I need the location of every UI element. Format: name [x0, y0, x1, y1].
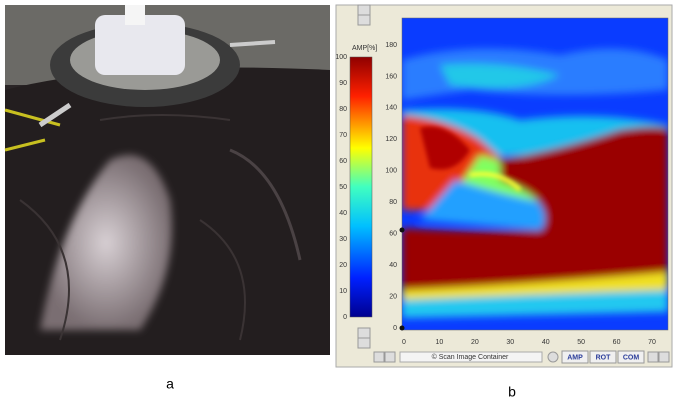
photo [5, 5, 330, 355]
y-tick-label: 20 [389, 293, 397, 300]
y-tick-label: 80 [389, 199, 397, 206]
x-tick-label: 0 [402, 339, 406, 346]
colorbar-tick-label: 0 [343, 314, 347, 321]
colorbar-tick-label: 80 [339, 106, 347, 113]
panel-label: a [166, 376, 174, 392]
scroll-button[interactable] [358, 338, 370, 348]
scroll-button[interactable] [358, 328, 370, 338]
y-tick-label: 100 [385, 168, 397, 175]
colorbar-tick-label: 90 [339, 80, 347, 87]
colorbar-tick-label: 100 [335, 54, 347, 61]
colorbar-tick-label: 40 [339, 210, 347, 217]
mode-button-label: AMP [567, 354, 583, 361]
panel-label: b [508, 384, 516, 400]
x-tick-label: 40 [542, 339, 550, 346]
colorbar-title: AMP[%] [352, 45, 377, 52]
caption: © Scan Image Container [432, 353, 509, 361]
x-tick-label: 10 [436, 339, 444, 346]
y-tick-label: 120 [385, 136, 397, 143]
figure: a AMP[%] © Scan Image Container b 0 10 20 3… [0, 0, 676, 408]
colorbar [350, 57, 372, 317]
x-tick-label: 70 [648, 339, 656, 346]
x-tick-label: 30 [506, 339, 514, 346]
x-tick-label: 50 [577, 339, 585, 346]
colorbar-tick-label: 50 [339, 184, 347, 191]
colorbar-tick-label: 60 [339, 158, 347, 165]
scroll-button[interactable] [358, 5, 370, 15]
y-tick-label: 160 [385, 73, 397, 80]
y-tick-label: 40 [389, 262, 397, 269]
colorbar-tick-label: 30 [339, 236, 347, 243]
mode-button-label: COM [623, 354, 640, 361]
colorbar-tick-label: 10 [339, 288, 347, 295]
heatmap [402, 18, 668, 330]
mode-button-label: ROT [596, 354, 612, 361]
y-tick-label: 180 [385, 42, 397, 49]
colorbar-tick-label: 20 [339, 262, 347, 269]
nav-button[interactable] [648, 352, 658, 362]
y-tick-label: 60 [389, 231, 397, 238]
scroll-button[interactable] [358, 15, 370, 25]
nav-button[interactable] [374, 352, 384, 362]
x-tick-label: 20 [471, 339, 479, 346]
y-tick-label: 0 [393, 325, 397, 332]
y-tick-label: 140 [385, 105, 397, 112]
nav-button[interactable] [659, 352, 669, 362]
nav-button[interactable] [385, 352, 395, 362]
colorbar-tick-label: 70 [339, 132, 347, 139]
toggle[interactable] [548, 352, 558, 362]
x-tick-label: 60 [613, 339, 621, 346]
